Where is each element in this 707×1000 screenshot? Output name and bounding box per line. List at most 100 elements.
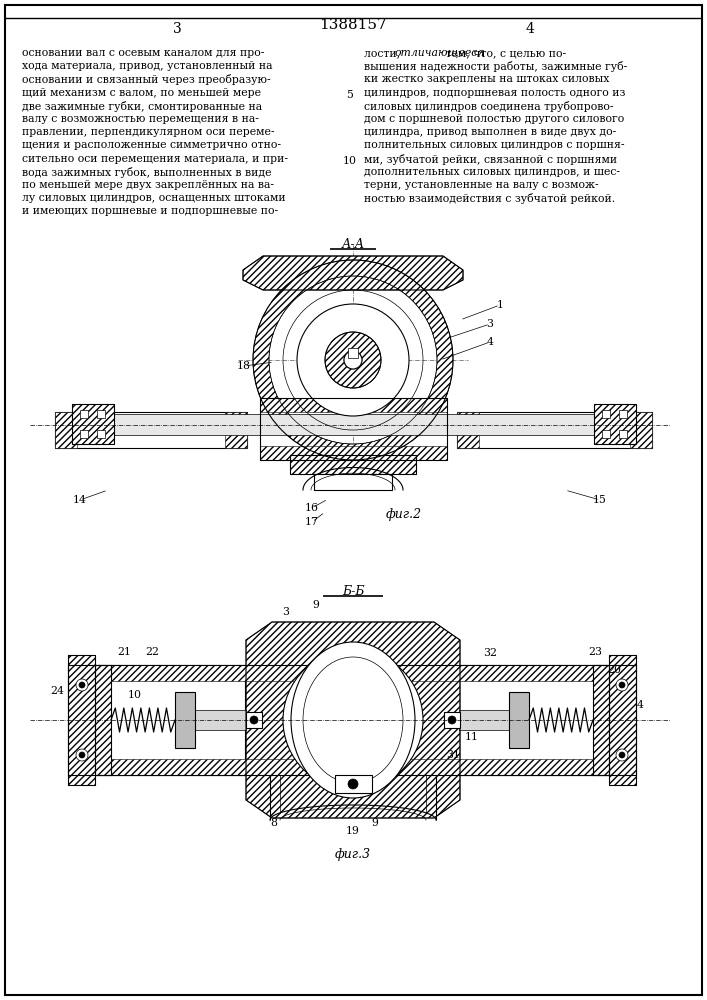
Text: тем, что, с целью по-: тем, что, с целью по-	[443, 48, 566, 58]
Text: 5: 5	[346, 90, 354, 100]
Circle shape	[448, 716, 456, 724]
Text: вышения надежности работы, зажимные губ-: вышения надежности работы, зажимные губ-	[364, 61, 627, 72]
Text: и имеющих поршневые и подпоршневые по-: и имеющих поршневые и подпоршневые по-	[22, 206, 278, 216]
Text: 1: 1	[496, 300, 503, 310]
Text: 24: 24	[50, 686, 64, 696]
Text: 4: 4	[486, 337, 493, 347]
Text: сительно оси перемещения материала, и при-: сительно оси перемещения материала, и пр…	[22, 154, 288, 164]
Text: ностью взаимодействия с зубчатой рейкой.: ностью взаимодействия с зубчатой рейкой.	[364, 193, 615, 204]
Text: 18: 18	[237, 361, 251, 371]
Text: по меньшей мере двух закреплённых на ва-: по меньшей мере двух закреплённых на ва-	[22, 180, 274, 190]
Bar	[72, 414, 630, 435]
Text: 32: 32	[483, 648, 497, 658]
Bar	[260, 398, 447, 412]
Text: 22: 22	[145, 647, 159, 657]
Text: 9: 9	[372, 818, 378, 828]
Bar	[314, 474, 392, 490]
Text: лу силовых цилиндров, оснащенных штоками: лу силовых цилиндров, оснащенных штоками	[22, 193, 286, 203]
Text: 23: 23	[588, 647, 602, 657]
Text: цилиндров, подпоршневая полость одного из: цилиндров, подпоршневая полость одного и…	[364, 88, 626, 98]
Bar	[68, 665, 636, 681]
Circle shape	[295, 662, 411, 778]
Bar	[80, 430, 88, 438]
Text: 14: 14	[73, 495, 87, 505]
Text: вода зажимных губок, выполненных в виде: вода зажимных губок, выполненных в виде	[22, 167, 271, 178]
Text: ки жестко закреплены на штоках силовых: ки жестко закреплены на штоках силовых	[364, 74, 609, 84]
Text: 15: 15	[593, 495, 607, 505]
Text: валу с возможностью перемещения в на-: валу с возможностью перемещения в на-	[22, 114, 259, 124]
Text: 17: 17	[305, 517, 319, 527]
Polygon shape	[243, 256, 463, 290]
Circle shape	[79, 752, 85, 758]
Text: 3: 3	[486, 319, 493, 329]
Text: дополнительных силовых цилиндров, и шес-: дополнительных силовых цилиндров, и шес-	[364, 167, 620, 177]
Text: основании вал с осевым каналом для про-: основании вал с осевым каналом для про-	[22, 48, 264, 58]
Bar	[335, 775, 372, 793]
Bar	[68, 759, 636, 775]
Ellipse shape	[291, 642, 415, 798]
Text: дом с поршневой полостью другого силового: дом с поршневой полостью другого силовог…	[364, 114, 624, 124]
Text: 8: 8	[271, 818, 278, 828]
Bar	[97, 430, 105, 438]
Text: 16: 16	[305, 503, 319, 513]
Bar	[459, 710, 509, 730]
Text: 11: 11	[465, 732, 479, 742]
Bar	[246, 712, 262, 728]
Bar	[225, 412, 247, 448]
Text: полнительных силовых цилиндров с поршня-: полнительных силовых цилиндров с поршня-	[364, 140, 624, 150]
Bar	[55, 412, 77, 448]
Bar	[619, 430, 627, 438]
Bar	[68, 655, 95, 785]
Bar	[457, 412, 652, 448]
Circle shape	[76, 749, 88, 761]
Text: правлении, перпендикулярном оси переме-: правлении, перпендикулярном оси переме-	[22, 127, 274, 137]
Text: хода материала, привод, установленный на: хода материала, привод, установленный на	[22, 61, 272, 71]
Text: 10: 10	[128, 690, 142, 700]
Circle shape	[283, 650, 423, 790]
Text: 21: 21	[117, 647, 131, 657]
Bar	[260, 398, 447, 460]
Text: щий механизм с валом, по меньшей мере: щий механизм с валом, по меньшей мере	[22, 88, 261, 98]
Bar	[348, 348, 358, 358]
Bar	[609, 655, 636, 785]
Bar	[594, 404, 636, 444]
Bar	[95, 665, 111, 775]
Wedge shape	[253, 260, 453, 460]
Text: основании и связанный через преобразую-: основании и связанный через преобразую-	[22, 74, 271, 85]
Text: 4: 4	[525, 22, 534, 36]
Ellipse shape	[303, 657, 403, 783]
Text: 10: 10	[343, 156, 357, 166]
Text: цилиндра, привод выполнен в виде двух до-: цилиндра, привод выполнен в виде двух до…	[364, 127, 617, 137]
Circle shape	[348, 779, 358, 789]
Bar	[609, 655, 636, 785]
Bar	[80, 410, 88, 418]
Text: 9: 9	[312, 600, 320, 610]
Circle shape	[297, 304, 409, 416]
Bar	[55, 412, 247, 448]
Circle shape	[616, 679, 628, 691]
Circle shape	[79, 682, 85, 688]
Circle shape	[250, 716, 258, 724]
Text: фиг.2: фиг.2	[386, 508, 422, 521]
Text: ми, зубчатой рейки, связанной с поршнями: ми, зубчатой рейки, связанной с поршнями	[364, 154, 617, 165]
Text: две зажимные губки, смонтированные на: две зажимные губки, смонтированные на	[22, 101, 262, 112]
Bar	[593, 665, 609, 775]
Text: силовых цилиндров соединена трубопрово-: силовых цилиндров соединена трубопрово-	[364, 101, 614, 112]
Bar	[68, 655, 95, 785]
Bar	[195, 710, 246, 730]
Bar	[95, 665, 111, 775]
Bar	[97, 410, 105, 418]
Polygon shape	[246, 622, 460, 818]
Text: 3: 3	[173, 22, 182, 36]
Text: 20: 20	[607, 665, 621, 675]
Bar	[619, 410, 627, 418]
Bar	[444, 712, 460, 728]
Text: фиг.3: фиг.3	[335, 848, 371, 861]
Circle shape	[76, 679, 88, 691]
Circle shape	[344, 351, 362, 369]
Bar	[509, 692, 529, 748]
Bar	[594, 404, 636, 444]
Bar	[175, 692, 195, 748]
Text: А-А: А-А	[341, 238, 365, 251]
Text: Б-Б: Б-Б	[341, 585, 364, 598]
